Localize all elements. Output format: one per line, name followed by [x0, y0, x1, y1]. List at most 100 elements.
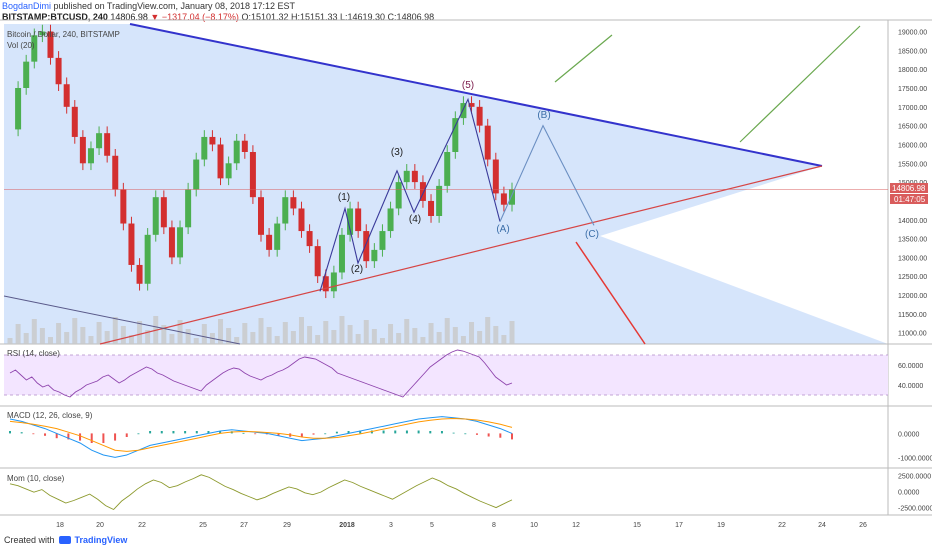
- volume-bar: [379, 338, 385, 344]
- macd-histogram-bar: [242, 432, 245, 434]
- candle-body: [395, 182, 402, 209]
- volume-bar: [258, 318, 264, 344]
- macd-histogram-bar: [324, 433, 327, 435]
- volume-bar: [72, 318, 78, 344]
- time-axis-tick: 17: [675, 522, 683, 529]
- volume-bar: [201, 324, 207, 344]
- symbol-line: BITSTAMP:BTCUSD, 240 14806.98 ▼ −1317.04…: [2, 12, 434, 22]
- candle-body: [460, 103, 467, 119]
- time-axis-tick: 26: [859, 522, 867, 529]
- momentum-axis-tick: 2500.0000: [898, 473, 931, 480]
- candle-body: [444, 152, 451, 186]
- candle-body: [314, 246, 321, 277]
- volume-bar: [15, 324, 21, 344]
- volume-legend[interactable]: Vol (20): [7, 41, 35, 50]
- momentum-line: [9, 474, 513, 511]
- macd-histogram-bar: [394, 430, 397, 434]
- candle-body: [177, 227, 184, 258]
- main-legend[interactable]: Bitcoin / Dollar, 240, BITSTAMP: [7, 30, 120, 39]
- macd-histogram-bar: [440, 431, 443, 434]
- price-axis[interactable]: 19000.00 18500.00 18000.00 17500.00 17000.00…: [888, 20, 932, 525]
- price-axis-tick: 17000.00: [898, 105, 927, 112]
- volume-bar: [104, 331, 110, 344]
- lower-trendline[interactable]: [99, 165, 823, 345]
- target-line-1[interactable]: [554, 34, 613, 83]
- momentum-axis-tick: 0.0000: [898, 490, 920, 497]
- macd-histogram-bar: [300, 433, 303, 437]
- macd-histogram-bar: [102, 433, 105, 443]
- lower-left-trendline[interactable]: [3, 295, 241, 345]
- author-name[interactable]: BogdanDimi: [2, 1, 52, 11]
- volume-bar: [226, 328, 232, 344]
- volume-bar: [234, 337, 240, 344]
- upper-trendline[interactable]: [129, 23, 823, 167]
- volume-bar: [64, 332, 70, 344]
- momentum-legend[interactable]: Mom (10, close): [7, 474, 65, 483]
- target-line-2[interactable]: [739, 25, 861, 143]
- volume-bar: [396, 333, 402, 344]
- volume-bar: [242, 323, 248, 344]
- price-axis-tick: 11500.00: [898, 312, 927, 319]
- volume-bar: [218, 319, 224, 344]
- projection-path[interactable]: [499, 124, 595, 226]
- macd-histogram-bar: [44, 433, 47, 436]
- price-axis-tick: 19000.00: [898, 30, 927, 37]
- candle-body: [306, 231, 313, 247]
- volume-bar: [444, 318, 450, 344]
- signal-line: [9, 418, 513, 452]
- volume-bar: [290, 331, 296, 344]
- volume-bar: [452, 327, 458, 344]
- rsi-band: [4, 355, 888, 395]
- volume-bar: [355, 334, 361, 344]
- ohlc-values: O:15101.32 H:15151.33 L:14619.30 C:14806…: [241, 12, 435, 22]
- time-axis-tick: 2018: [339, 522, 355, 529]
- candle-body: [484, 125, 491, 160]
- down-arrow-icon: ▼: [150, 12, 160, 22]
- rsi-legend[interactable]: RSI (14, close): [7, 349, 60, 358]
- volume-bar: [436, 332, 442, 344]
- time-axis-tick: 8: [492, 522, 496, 529]
- macd-histogram-bar: [172, 431, 175, 434]
- volume-bar: [88, 336, 94, 344]
- macd-histogram-bar: [90, 433, 93, 443]
- momentum-axis-tick: -2500.0000: [898, 506, 932, 513]
- volume-bar: [363, 320, 369, 344]
- volume-bar: [39, 328, 45, 344]
- volume-bar: [80, 327, 86, 344]
- macd-histogram-bar: [405, 430, 408, 434]
- macd-legend[interactable]: MACD (12, 26, close, 9): [7, 411, 93, 420]
- macd-line: [9, 416, 513, 458]
- candle-body: [87, 148, 94, 164]
- elliott-wave-path[interactable]: [319, 97, 501, 292]
- tradingview-brand[interactable]: TradingView: [74, 535, 128, 545]
- candle-body: [428, 200, 435, 216]
- candle-body: [55, 57, 62, 85]
- candle-body: [128, 223, 135, 265]
- candle-body: [168, 227, 175, 258]
- macd-histogram-bar: [207, 431, 210, 434]
- candle-body: [338, 234, 345, 273]
- volume-bar: [185, 329, 191, 344]
- candle-body: [71, 106, 78, 137]
- price-axis-tick: 12500.00: [898, 274, 927, 281]
- candle-body: [258, 197, 264, 235]
- macd-histogram-bar: [511, 433, 513, 440]
- candle-body: [436, 185, 443, 216]
- time-axis[interactable]: 18 20 22 25 27 29 2018 3 5 8 10 12 15 17 19 22 24 26: [56, 522, 867, 529]
- macd-histogram-bar: [429, 431, 432, 434]
- volume-bar: [31, 319, 37, 344]
- time-axis-tick: 22: [138, 522, 146, 529]
- candle-body: [15, 88, 22, 130]
- candlestick-series: [15, 24, 515, 299]
- price-axis-tick: 11000.00: [898, 331, 927, 338]
- volume-bar: [250, 332, 256, 344]
- candle-body: [371, 249, 378, 262]
- wave-label: (2): [351, 264, 363, 275]
- wave-label: (B): [537, 110, 550, 121]
- price-change: −1317.04 (−8.17%): [161, 12, 239, 22]
- candle-body: [290, 197, 297, 209]
- breakdown-line[interactable]: [575, 241, 646, 345]
- volume-bar: [307, 326, 313, 344]
- macd-histogram-bar: [312, 433, 315, 435]
